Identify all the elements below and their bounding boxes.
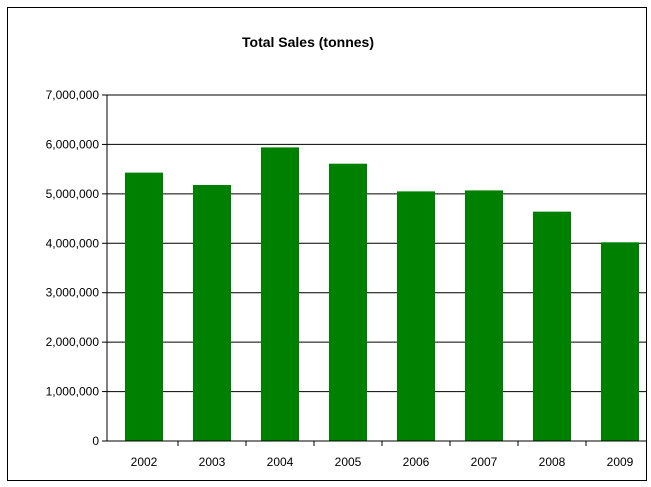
y-tick-label: 6,000,000 — [46, 137, 100, 151]
bar-2003 — [193, 184, 231, 441]
y-tick-label: 2,000,000 — [46, 335, 100, 349]
axes — [102, 94, 647, 446]
bar-2006 — [397, 191, 435, 441]
bar-2009 — [601, 242, 639, 441]
y-tick-label: 1,000,000 — [46, 385, 100, 399]
x-tick-label: 2004 — [267, 455, 294, 469]
y-tick-labels: 0 1,000,000 2,000,000 3,000,000 4,000,000 5,0… — [46, 88, 100, 448]
chart-title: Total Sales (tonnes) — [242, 34, 374, 50]
bar-2002 — [125, 172, 163, 442]
x-tick-label: 2002 — [131, 455, 158, 469]
bar-2004 — [261, 147, 299, 441]
y-tick-label: 0 — [92, 434, 99, 448]
bar-2005 — [329, 163, 367, 441]
bar-2008 — [533, 211, 571, 441]
y-tick-label: 5,000,000 — [46, 187, 100, 201]
y-tick-label: 3,000,000 — [46, 286, 100, 300]
bar-2007 — [465, 190, 503, 441]
x-tick-label: 2006 — [403, 455, 430, 469]
x-tick-label: 2008 — [539, 455, 566, 469]
y-tick-label: 7,000,000 — [46, 88, 100, 102]
x-tick-label: 2009 — [607, 455, 634, 469]
x-tick-labels: 2002 2003 2004 2005 2006 2007 2008 2009 — [131, 455, 634, 469]
x-tick-label: 2005 — [335, 455, 362, 469]
y-tick-label: 4,000,000 — [46, 236, 100, 250]
x-tick-label: 2007 — [471, 455, 498, 469]
x-tick-label: 2003 — [199, 455, 226, 469]
bars — [125, 147, 639, 442]
